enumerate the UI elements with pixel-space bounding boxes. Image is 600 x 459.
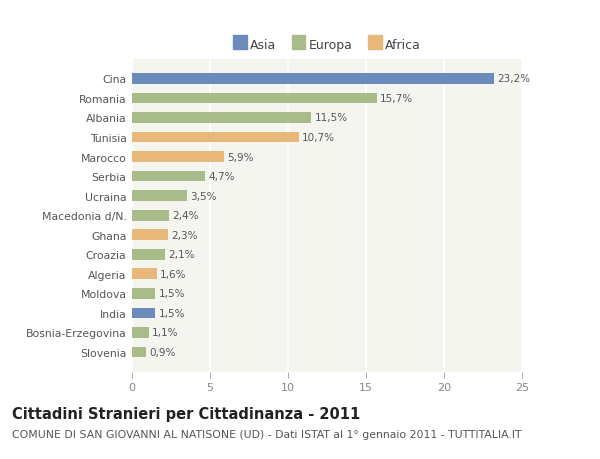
Text: 5,9%: 5,9% bbox=[227, 152, 254, 162]
Text: 10,7%: 10,7% bbox=[302, 133, 335, 143]
Text: 1,5%: 1,5% bbox=[158, 289, 185, 299]
Bar bbox=[132, 210, 169, 221]
Text: Cittadini Stranieri per Cittadinanza - 2011: Cittadini Stranieri per Cittadinanza - 2… bbox=[12, 406, 360, 421]
Bar bbox=[132, 347, 146, 358]
Bar bbox=[132, 191, 187, 202]
Bar bbox=[132, 269, 157, 280]
Text: 23,2%: 23,2% bbox=[497, 74, 530, 84]
Legend: Asia, Europa, Africa: Asia, Europa, Africa bbox=[229, 35, 425, 55]
Bar bbox=[132, 132, 299, 143]
Text: 2,4%: 2,4% bbox=[173, 211, 199, 221]
Text: 4,7%: 4,7% bbox=[208, 172, 235, 182]
Bar bbox=[132, 93, 377, 104]
Bar bbox=[132, 171, 205, 182]
Bar bbox=[132, 288, 155, 299]
Text: 2,3%: 2,3% bbox=[171, 230, 197, 240]
Text: 0,9%: 0,9% bbox=[149, 347, 176, 357]
Text: 15,7%: 15,7% bbox=[380, 94, 413, 104]
Bar bbox=[132, 308, 155, 319]
Text: 3,5%: 3,5% bbox=[190, 191, 216, 201]
Bar bbox=[132, 113, 311, 123]
Text: 1,1%: 1,1% bbox=[152, 328, 179, 338]
Text: 1,5%: 1,5% bbox=[158, 308, 185, 318]
Text: 1,6%: 1,6% bbox=[160, 269, 187, 279]
Text: COMUNE DI SAN GIOVANNI AL NATISONE (UD) - Dati ISTAT al 1° gennaio 2011 - TUTTIT: COMUNE DI SAN GIOVANNI AL NATISONE (UD) … bbox=[12, 429, 521, 439]
Bar bbox=[132, 249, 165, 260]
Text: 2,1%: 2,1% bbox=[168, 250, 194, 260]
Bar bbox=[132, 152, 224, 162]
Bar bbox=[132, 74, 494, 84]
Bar bbox=[132, 230, 168, 241]
Bar bbox=[132, 327, 149, 338]
Text: 11,5%: 11,5% bbox=[314, 113, 347, 123]
